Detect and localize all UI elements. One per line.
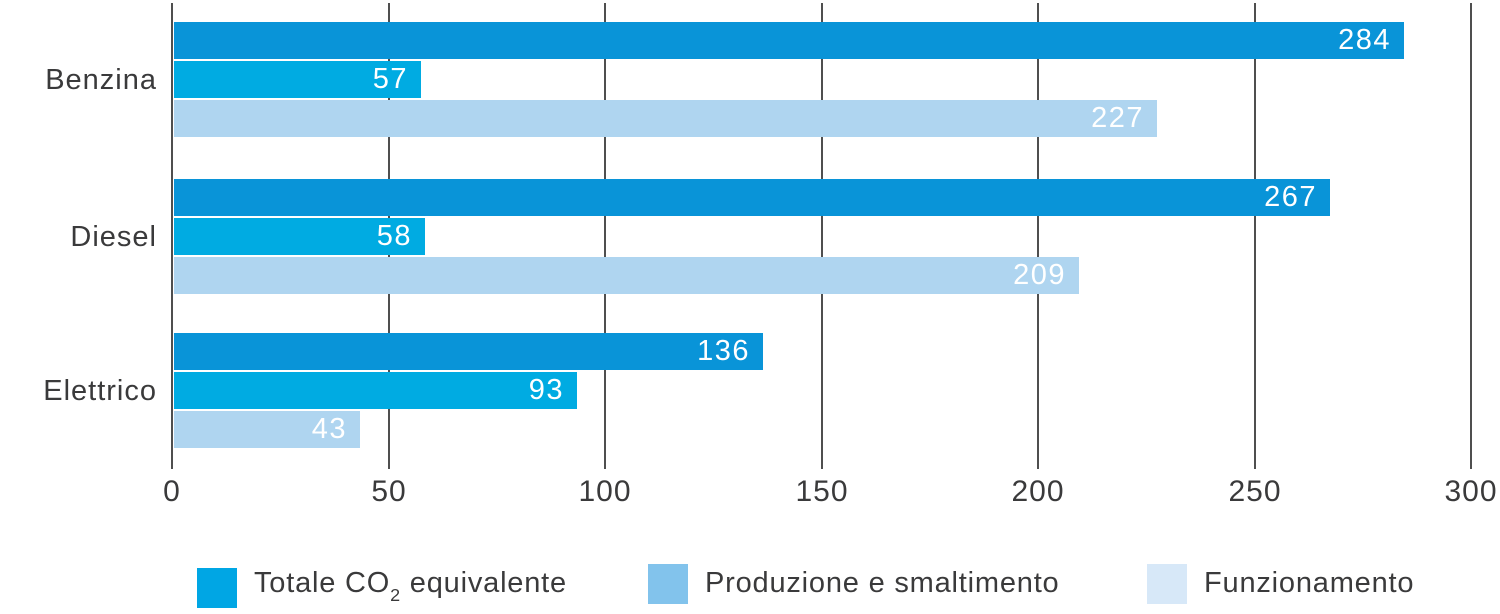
bar-value-label-funzionamento-diesel: 209: [1013, 259, 1066, 291]
x-tick-label-150: 150: [795, 475, 849, 508]
x-tick-label-300: 300: [1444, 475, 1498, 508]
gridline-x-150: [821, 3, 823, 469]
legend: Totale CO2 equivalente Produzione e smal…: [0, 563, 1500, 609]
legend-label-subscript: 2: [390, 584, 401, 605]
x-tick-label-250: 250: [1228, 475, 1282, 508]
bar-value-label-produzione-e-smaltimento-diesel: 58: [376, 220, 412, 252]
bar-value-label-totale-co2-equivalente-diesel: 267: [1264, 181, 1317, 213]
gridline-x-0: [171, 3, 173, 469]
bar-produzione-e-smaltimento-benzina: 57: [174, 61, 421, 98]
gridline-x-300: [1470, 3, 1472, 469]
bar-totale-co2-equivalente-elettrico: 136: [174, 333, 763, 370]
bar-value-label-funzionamento-elettrico: 43: [311, 413, 347, 445]
plot-area: 284 57 227 267 58 209 136 93 43: [171, 3, 1472, 469]
gridline-x-250: [1254, 3, 1256, 469]
bar-produzione-e-smaltimento-diesel: 58: [174, 218, 425, 255]
x-tick-label-100: 100: [578, 475, 632, 508]
legend-item-produzione-e-smaltimento: Produzione e smaltimento: [648, 563, 1059, 604]
bar-totale-co2-equivalente-benzina: 284: [174, 22, 1404, 59]
bar-totale-co2-equivalente-diesel: 267: [174, 179, 1330, 216]
legend-swatch-funzionamento: [1147, 563, 1187, 604]
bar-value-label-totale-co2-equivalente-benzina: 284: [1338, 24, 1391, 56]
bar-produzione-e-smaltimento-elettrico: 93: [174, 372, 577, 409]
x-tick-label-0: 0: [163, 475, 181, 508]
bar-value-label-totale-co2-equivalente-elettrico: 136: [697, 335, 750, 367]
bar-value-label-funzionamento-benzina: 227: [1091, 102, 1144, 134]
bar-funzionamento-elettrico: 43: [174, 411, 360, 448]
x-tick-label-200: 200: [1011, 475, 1065, 508]
gridline-x-200: [1037, 3, 1039, 469]
bar-value-label-produzione-e-smaltimento-elettrico: 93: [528, 374, 564, 406]
legend-label-produzione-e-smaltimento: Produzione e smaltimento: [705, 567, 1060, 599]
legend-label-funzionamento: Funzionamento: [1204, 567, 1415, 599]
category-label-benzina: Benzina: [45, 64, 157, 96]
bar-value-label-produzione-e-smaltimento-benzina: 57: [372, 63, 408, 95]
gridline-x-100: [604, 3, 606, 469]
bar-funzionamento-benzina: 227: [174, 100, 1157, 137]
legend-label-text: Totale CO: [254, 567, 391, 599]
x-tick-label-50: 50: [371, 475, 407, 508]
legend-label-text: equivalente: [400, 567, 567, 599]
legend-swatch-produzione-e-smaltimento: [648, 563, 688, 604]
legend-item-totale-co2-equivalente: Totale CO2 equivalente: [197, 563, 567, 614]
legend-label-totale-co2-equivalente: Totale CO2 equivalente: [254, 563, 567, 614]
legend-item-funzionamento: Funzionamento: [1147, 563, 1414, 604]
legend-swatch-totale-co2-equivalente: [197, 568, 237, 609]
category-label-diesel: Diesel: [70, 221, 157, 253]
category-label-elettrico: Elettrico: [43, 375, 157, 407]
bar-funzionamento-diesel: 209: [174, 257, 1079, 294]
